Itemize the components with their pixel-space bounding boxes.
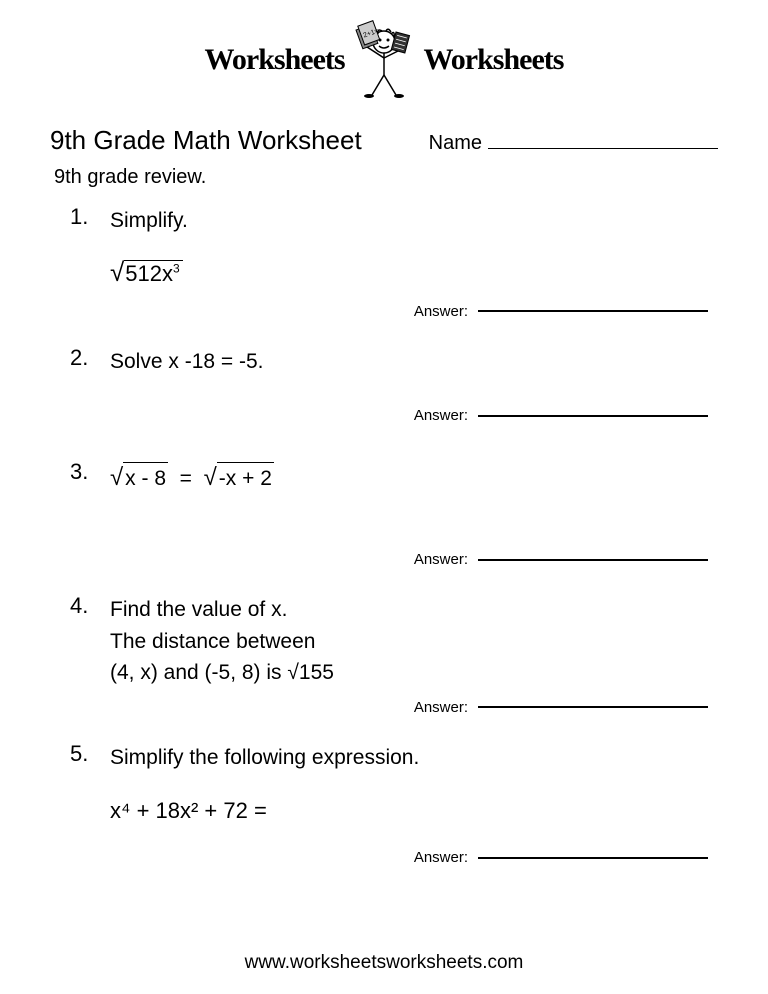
answer-row: Answer: bbox=[70, 303, 718, 320]
left-radicand: x - 8 bbox=[123, 462, 168, 495]
problem-number: 4. bbox=[70, 593, 110, 619]
problem-instruction: Solve x -18 = -5. bbox=[110, 345, 264, 378]
name-field: Name bbox=[429, 132, 718, 155]
logo-header: Worksheets 2+1= Worksheets bbox=[50, 20, 718, 100]
answer-blank-line[interactable] bbox=[478, 415, 708, 417]
problem-instruction: Simplify. bbox=[110, 204, 188, 237]
name-blank-line[interactable] bbox=[488, 148, 718, 149]
answer-row: Answer: bbox=[70, 407, 718, 424]
answer-label: Answer: bbox=[414, 551, 468, 568]
answer-blank-line[interactable] bbox=[478, 559, 708, 561]
problem-line: The distance between bbox=[110, 626, 334, 658]
answer-label: Answer: bbox=[414, 407, 468, 424]
answer-label: Answer: bbox=[414, 699, 468, 716]
worksheet-title: 9th Grade Math Worksheet bbox=[50, 125, 362, 156]
logo-mascot-icon: 2+1= bbox=[344, 20, 424, 100]
answer-row: Answer: bbox=[70, 849, 718, 866]
answer-blank-line[interactable] bbox=[478, 310, 708, 312]
problem-3: 3. √x - 8 = √-x + 2 bbox=[70, 459, 718, 496]
logo-text-left: Worksheets bbox=[205, 43, 345, 77]
answer-blank-line[interactable] bbox=[478, 857, 708, 859]
radicand: 512x bbox=[125, 261, 173, 286]
problem-line: Find the value of x. bbox=[110, 594, 334, 626]
problem-number: 1. bbox=[70, 204, 110, 230]
problem-2: 2. Solve x -18 = -5. bbox=[70, 345, 718, 378]
problem-text: Find the value of x. The distance betwee… bbox=[110, 593, 334, 689]
problem-number: 5. bbox=[70, 741, 110, 767]
problem-4: 4. Find the value of x. The distance bet… bbox=[70, 593, 718, 689]
answer-label: Answer: bbox=[414, 849, 468, 866]
answer-label: Answer: bbox=[414, 303, 468, 320]
problems-list: 1. Simplify. √512x3 Answer: 2. Solve x -… bbox=[50, 204, 718, 866]
name-label: Name bbox=[429, 132, 482, 155]
answer-row: Answer: bbox=[70, 551, 718, 568]
problem-5: 5. Simplify the following expression. x⁴… bbox=[70, 741, 718, 825]
problem-number: 3. bbox=[70, 459, 110, 485]
footer-url: www.worksheetsworksheets.com bbox=[0, 952, 768, 974]
problem-number: 2. bbox=[70, 345, 110, 371]
problem-expression: √512x3 bbox=[110, 257, 718, 288]
logo-text-right: Worksheets bbox=[423, 43, 563, 77]
header-row: 9th Grade Math Worksheet Name bbox=[50, 125, 718, 156]
problem-1: 1. Simplify. √512x3 bbox=[70, 204, 718, 288]
answer-blank-line[interactable] bbox=[478, 706, 708, 708]
problem-expression: √x - 8 = √-x + 2 bbox=[110, 459, 274, 496]
problem-expression: x⁴ + 18x² + 72 = bbox=[110, 798, 718, 824]
worksheet-subtitle: 9th grade review. bbox=[50, 166, 718, 189]
answer-row: Answer: bbox=[70, 699, 718, 716]
exponent: 3 bbox=[173, 261, 180, 275]
problem-line: (4, x) and (-5, 8) is √155 bbox=[110, 657, 334, 689]
right-radicand: -x + 2 bbox=[217, 462, 274, 495]
problem-instruction: Simplify the following expression. bbox=[110, 741, 419, 774]
